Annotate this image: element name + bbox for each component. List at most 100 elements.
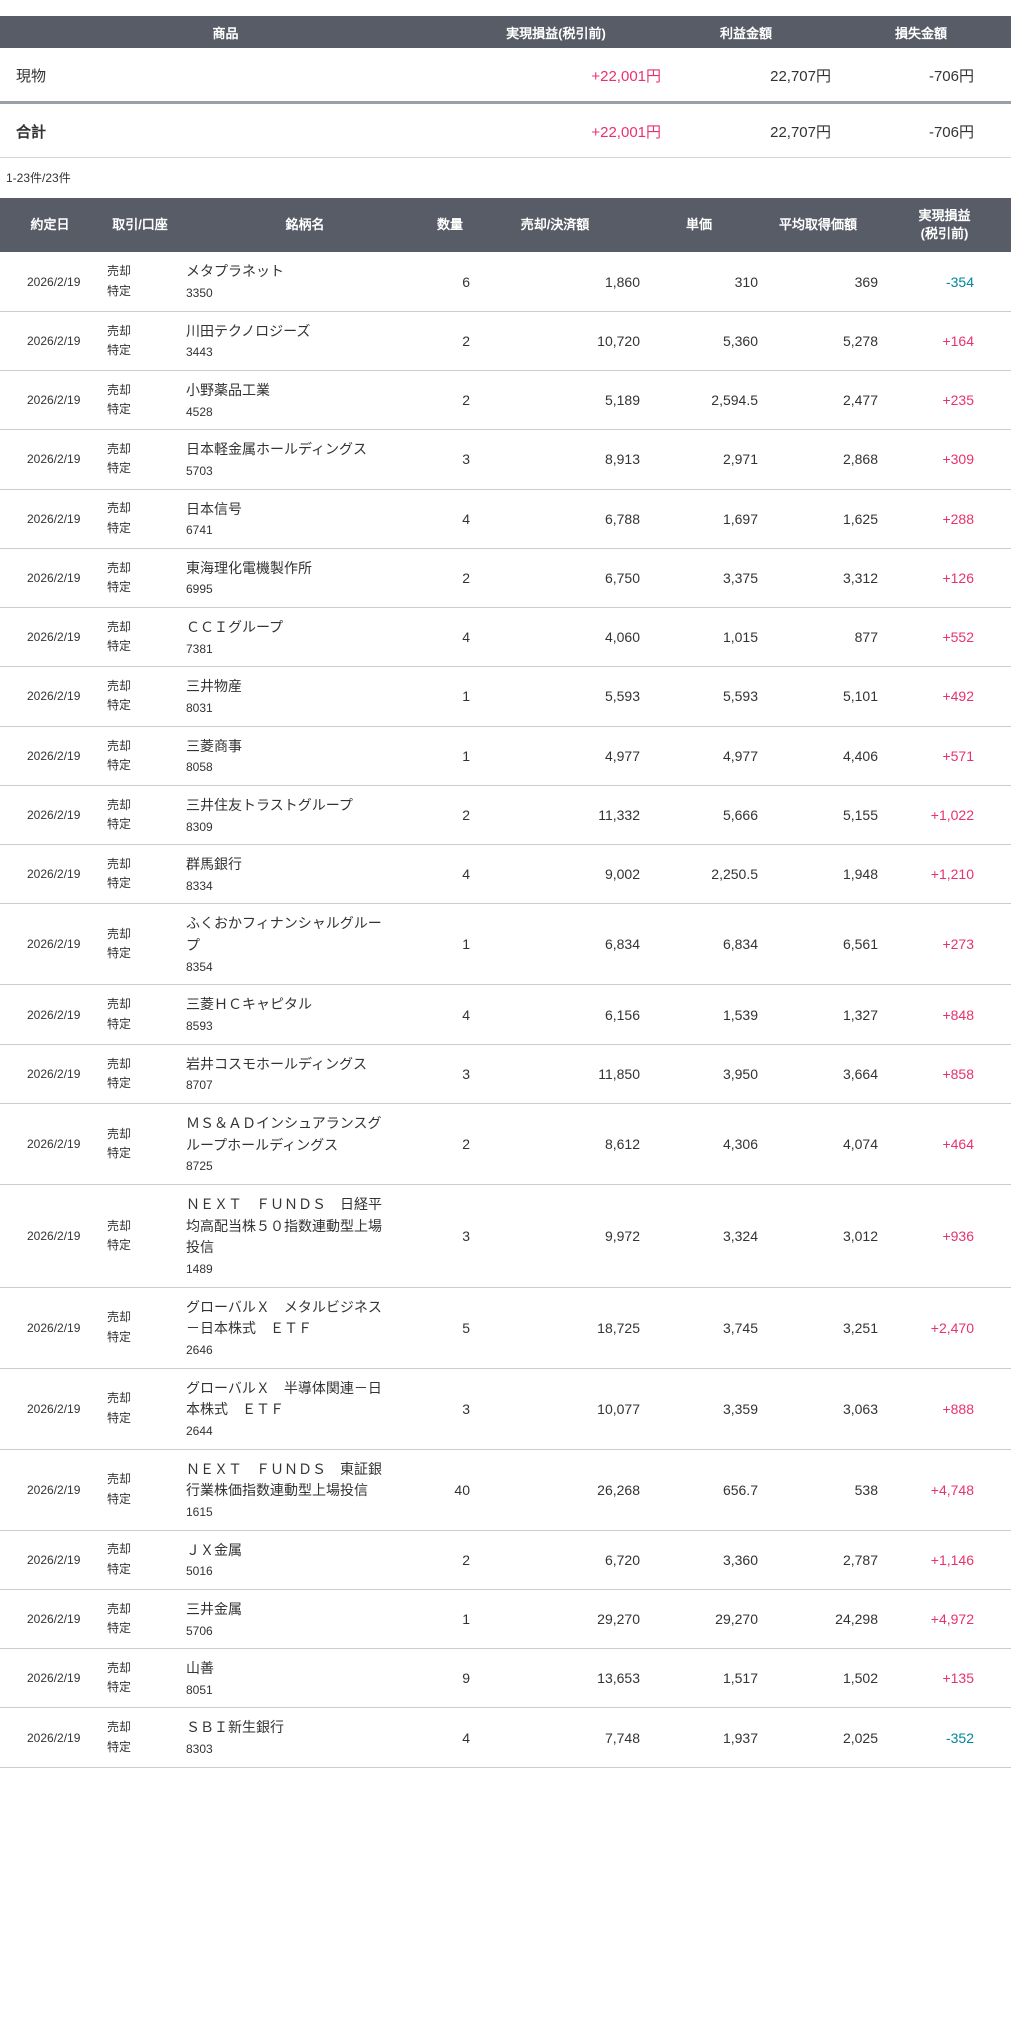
trade-type-account: 売却 特定 [100, 1103, 180, 1185]
trade-account: 特定 [107, 1410, 132, 1425]
trade-price: 1,015 [640, 607, 758, 668]
trade-type-account: 売却 特定 [100, 1449, 180, 1531]
trade-date: 2026/2/19 [0, 1707, 100, 1768]
trade-account: 特定 [107, 946, 132, 961]
trades-header-name: 銘柄名 [180, 198, 430, 253]
stock-name: ＮＥＸＴ ＦＵＮＤＳ 日経平均高配当株５０指数連動型上場投信 [186, 1195, 382, 1256]
trade-avg-cost: 4,074 [758, 1103, 878, 1185]
stock-name: ＭＳ＆ＡＤインシュアランスグループホールディングス [186, 1115, 382, 1153]
trade-price: 5,593 [640, 666, 758, 727]
trades-header-realized-pl-line1: 実現損益 [918, 208, 971, 223]
trade-row: 2026/2/19 売却 特定 山善 8051 9 13,653 1,517 1,502 +135 [0, 1648, 1011, 1709]
trade-account: 特定 [107, 1680, 132, 1695]
trade-type: 売却 [107, 997, 132, 1012]
trade-qty: 3 [430, 1184, 470, 1288]
trade-realized-pl: +848 [878, 984, 1011, 1045]
stock-name: ＣＣＩグループ [186, 619, 284, 636]
stock-name: 川田テクノロジーズ [186, 322, 311, 339]
trade-row: 2026/2/19 売却 特定 小野薬品工業 4528 2 5,189 2,594.5 2,47… [0, 370, 1011, 431]
trade-price: 2,971 [640, 429, 758, 490]
stock-name: グローバルＸ 半導体関連－日本株式 ＥＴＦ [186, 1379, 382, 1418]
stock-code: 8707 [186, 1078, 213, 1093]
trade-type-account: 売却 特定 [100, 1707, 180, 1768]
trades-header-date: 約定日 [0, 198, 100, 253]
trade-amount: 10,720 [470, 311, 640, 371]
trade-realized-pl: +571 [878, 726, 1011, 786]
trade-avg-cost: 1,327 [758, 984, 878, 1045]
trade-row: 2026/2/19 売却 特定 日本信号 6741 4 6,788 1,697 1,625 +28… [0, 489, 1011, 549]
trade-realized-pl: +936 [878, 1184, 1011, 1288]
trade-row: 2026/2/19 売却 特定 ＮＥＸＴ ＦＵＮＤＳ 日経平均高配当株５０指数連動型上… [0, 1184, 1011, 1288]
realized-pl-page: 商品 実現損益(税引前) 利益金額 損失金額 現物 +22,001円 22,707円… [0, 16, 1011, 1768]
trade-avg-cost: 4,406 [758, 726, 878, 786]
trades-body: 2026/2/19 売却 特定 メタプラネット 3350 6 1,860 310 369 -354… [0, 252, 1011, 1768]
stock-name-cell: メタプラネット 3350 [180, 252, 430, 312]
trade-account: 特定 [107, 579, 132, 594]
stock-name-cell: 日本軽金属ホールディングス 5703 [180, 429, 430, 490]
stock-name-cell: ＳＢＩ新生銀行 8303 [180, 1707, 430, 1768]
summary-profit-value: 22,707円 [661, 102, 831, 158]
stock-code: 3350 [186, 286, 213, 301]
summary-row: 現物 +22,001円 22,707円 -706円 [0, 48, 1011, 104]
trade-qty: 1 [430, 726, 470, 786]
stock-code: 8303 [186, 1742, 213, 1757]
trade-realized-pl: +309 [878, 429, 1011, 490]
trade-type-account: 売却 特定 [100, 1648, 180, 1709]
trade-account: 特定 [107, 1075, 132, 1090]
trade-type-account: 売却 特定 [100, 1044, 180, 1105]
trade-amount: 18,725 [470, 1287, 640, 1369]
trade-price: 3,375 [640, 548, 758, 609]
trade-row: 2026/2/19 売却 特定 三井金属 5706 1 29,270 29,270 24,298… [0, 1589, 1011, 1650]
stock-name-cell: グローバルＸ 半導体関連－日本株式 ＥＴＦ 2644 [180, 1368, 430, 1450]
trade-row: 2026/2/19 売却 特定 ＪＸ金属 5016 2 6,720 3,360 2,787 +1,… [0, 1530, 1011, 1590]
stock-code: 5016 [186, 1564, 213, 1579]
trade-qty: 2 [430, 785, 470, 846]
trade-date: 2026/2/19 [0, 726, 100, 786]
trade-qty: 3 [430, 1044, 470, 1105]
stock-name: 三井金属 [186, 1600, 242, 1617]
trade-account: 特定 [107, 1561, 132, 1576]
trade-type: 売却 [107, 382, 132, 397]
summary-product-label: 現物 [0, 48, 451, 104]
summary-realized-pl-value: +22,001円 [451, 48, 661, 104]
trade-type-account: 売却 特定 [100, 984, 180, 1045]
trade-type: 売却 [107, 1542, 132, 1557]
trade-amount: 7,748 [470, 1707, 640, 1768]
summary-header-profit: 利益金額 [661, 16, 831, 48]
trade-amount: 13,653 [470, 1648, 640, 1709]
stock-code: 1615 [186, 1504, 213, 1519]
trade-date: 2026/2/19 [0, 844, 100, 905]
trade-avg-cost: 3,664 [758, 1044, 878, 1105]
summary-realized-pl-value: +22,001円 [451, 102, 661, 158]
trade-row: 2026/2/19 売却 特定 ＭＳ＆ＡＤインシュアランスグループホールディングス 87… [0, 1103, 1011, 1185]
trade-price: 1,937 [640, 1707, 758, 1768]
stock-name-cell: 山善 8051 [180, 1648, 430, 1709]
trade-price: 656.7 [640, 1449, 758, 1531]
trade-amount: 6,788 [470, 489, 640, 549]
trade-realized-pl: +135 [878, 1648, 1011, 1709]
trade-avg-cost: 538 [758, 1449, 878, 1531]
trade-price: 4,977 [640, 726, 758, 786]
trade-row: 2026/2/19 売却 特定 ＳＢＩ新生銀行 8303 4 7,748 1,937 2,025… [0, 1707, 1011, 1768]
trade-amount: 6,834 [470, 903, 640, 986]
stock-code: 7381 [186, 641, 213, 656]
stock-name-cell: 岩井コスモホールディングス 8707 [180, 1044, 430, 1105]
trade-row: 2026/2/19 売却 特定 三井住友トラストグループ 8309 2 11,332 5,66… [0, 785, 1011, 846]
trade-price: 3,359 [640, 1368, 758, 1450]
trade-account: 特定 [107, 639, 132, 654]
summary-loss-value: -706円 [831, 102, 1011, 158]
trade-type: 売却 [107, 1720, 132, 1735]
trade-amount: 8,612 [470, 1103, 640, 1185]
trade-type-account: 売却 特定 [100, 726, 180, 786]
stock-name-cell: 日本信号 6741 [180, 489, 430, 549]
trade-avg-cost: 2,477 [758, 370, 878, 431]
stock-name-cell: 三菱ＨＣキャピタル 8593 [180, 984, 430, 1045]
trade-avg-cost: 5,278 [758, 311, 878, 371]
trade-realized-pl: +4,748 [878, 1449, 1011, 1531]
stock-name: 日本軽金属ホールディングス [186, 441, 368, 458]
trade-realized-pl: +1,210 [878, 844, 1011, 905]
stock-name: ＳＢＩ新生銀行 [186, 1719, 284, 1736]
trade-row: 2026/2/19 売却 特定 岩井コスモホールディングス 8707 3 11,850 3,9… [0, 1044, 1011, 1105]
stock-name-cell: 小野薬品工業 4528 [180, 370, 430, 431]
trade-row: 2026/2/19 売却 特定 メタプラネット 3350 6 1,860 310 369 -354 [0, 252, 1011, 312]
